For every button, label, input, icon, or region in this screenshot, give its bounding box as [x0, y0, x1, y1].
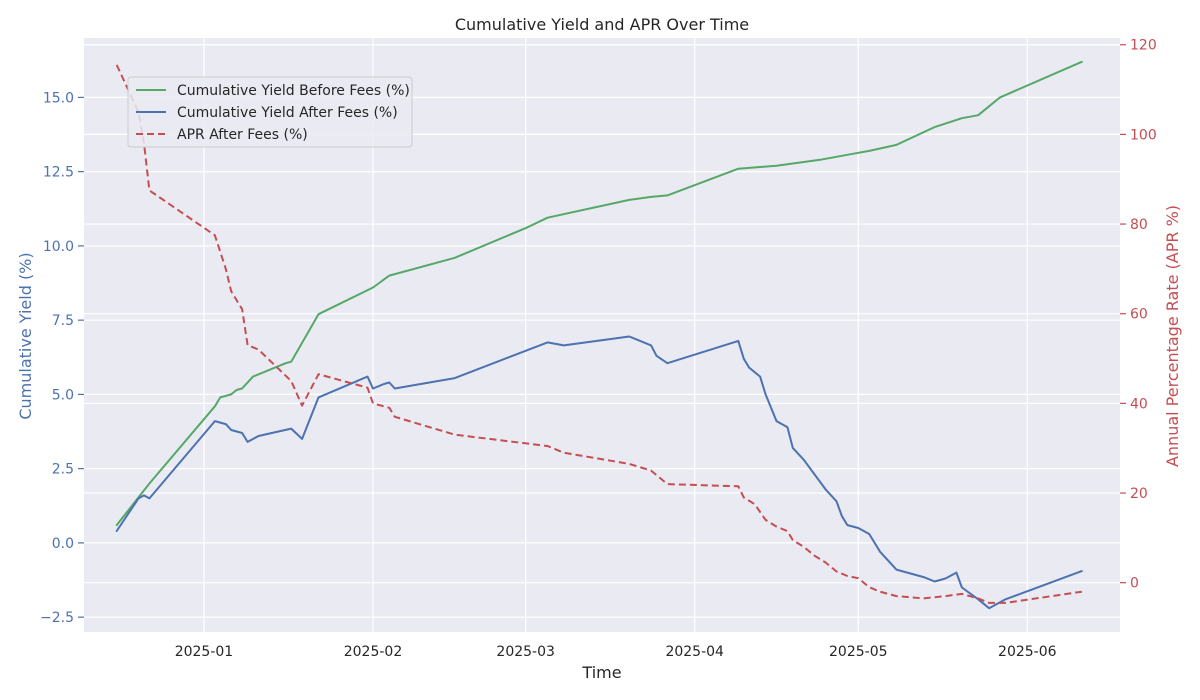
series-line-cumulative-yield-before-fees [115, 60, 1083, 527]
y-left-tick-label: 7.5 [52, 313, 74, 329]
y-left-tick-label: 0.0 [52, 536, 74, 552]
x-axis-label: Time [581, 663, 621, 682]
x-tick-label: 2025-05 [829, 644, 888, 660]
y-right-axis-label: Annual Percentage Rate (APR %) [1163, 205, 1182, 467]
y-right-tick-label: 0 [1130, 576, 1139, 592]
series-layer [115, 60, 1083, 610]
y-left-axis-label: Cumulative Yield (%) [16, 252, 35, 419]
legend-box [127, 76, 413, 148]
y-left-axis-ticks: −2.5 0.0 2.5 5.0 7.5 10.0 12.5 15.0 [40, 90, 84, 626]
x-tick-label: 2025-06 [998, 644, 1057, 660]
y-right-tick-label: 120 [1130, 38, 1157, 54]
series-line-cumulative-yield-after-fees [115, 335, 1083, 610]
y-left-tick-label: 10.0 [43, 239, 74, 255]
legend-label: Cumulative Yield Before Fees (%) [177, 83, 410, 99]
y-left-tick-label: −2.5 [40, 610, 74, 626]
x-axis-ticks: 2025-01 2025-02 2025-03 2025-04 2025-05 2025-… [175, 644, 1057, 660]
legend: Cumulative Yield Before Fees (%) Cumulati… [127, 76, 413, 148]
x-tick-label: 2025-01 [175, 644, 234, 660]
chart-title: Cumulative Yield and APR Over Time [455, 15, 749, 34]
y-right-tick-label: 40 [1130, 396, 1148, 412]
series-line-apr-after-fees [115, 64, 1082, 604]
y-right-tick-label: 100 [1130, 127, 1157, 143]
x-tick-label: 2025-03 [496, 644, 555, 660]
x-tick-label: 2025-04 [665, 644, 724, 660]
legend-label: Cumulative Yield After Fees (%) [177, 105, 398, 121]
x-tick-label: 2025-02 [344, 644, 403, 660]
y-left-tick-label: 5.0 [52, 387, 74, 403]
y-left-tick-label: 15.0 [43, 90, 74, 106]
grid-lines [84, 38, 1120, 632]
y-right-tick-label: 60 [1130, 307, 1148, 323]
y-right-axis-ticks: 0 20 40 60 80 100 120 [1120, 38, 1157, 592]
y-right-tick-label: 20 [1130, 486, 1148, 502]
y-left-tick-label: 2.5 [52, 462, 74, 478]
legend-label: APR After Fees (%) [177, 127, 308, 143]
y-left-tick-label: 12.5 [43, 165, 74, 181]
y-right-tick-label: 80 [1130, 217, 1148, 233]
